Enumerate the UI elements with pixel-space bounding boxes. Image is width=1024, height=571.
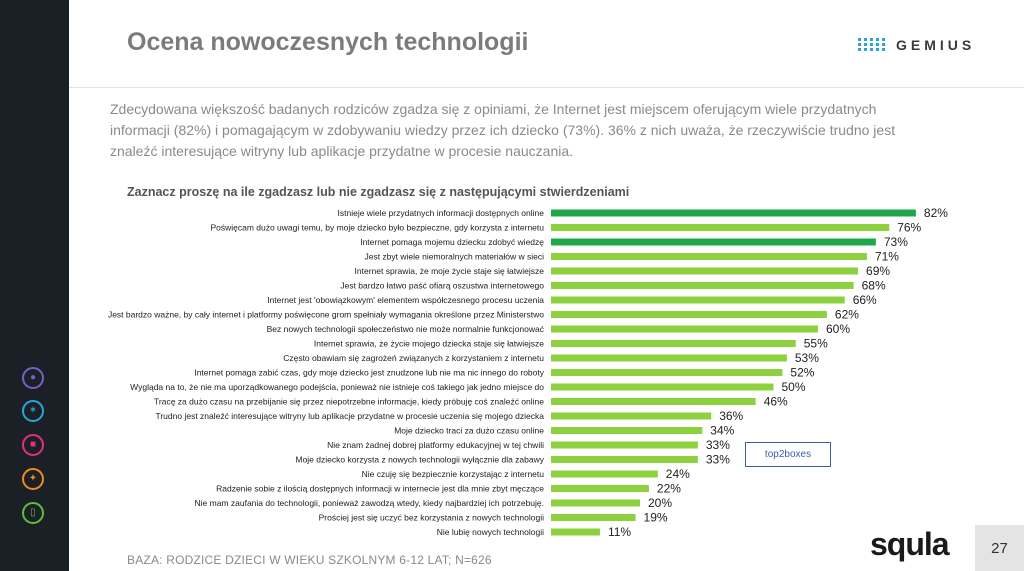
category-label: Nie czuję się bezpiecznie korzystając z … bbox=[362, 469, 545, 479]
value-label: 20% bbox=[648, 496, 672, 510]
wrench-icon[interactable]: ✦ bbox=[22, 468, 44, 490]
value-label: 55% bbox=[804, 337, 828, 351]
category-label: Internet pomaga mojemu dziecku zdobyć wi… bbox=[360, 237, 544, 247]
value-label: 69% bbox=[866, 264, 890, 278]
tablet-icon-glyph: ▯ bbox=[30, 507, 36, 518]
gemius-logo: GEMIUS bbox=[858, 35, 975, 55]
category-label: Jest zbyt wiele niemoralnych materiałów … bbox=[364, 252, 544, 262]
bar bbox=[551, 485, 649, 492]
bar bbox=[551, 311, 827, 318]
category-label: Moje dziecko korzysta z nowych technolog… bbox=[295, 455, 544, 465]
people-icon[interactable]: ● bbox=[22, 367, 44, 389]
category-label: Moje dziecko traci za dużo czasu online bbox=[394, 426, 544, 436]
bar bbox=[551, 369, 783, 376]
category-label: Poświęcam dużo uwagi temu, by moje dziec… bbox=[210, 223, 544, 233]
cart-icon-glyph: ■ bbox=[29, 439, 37, 450]
category-label: Radzenie sobie z ilością dostępnych info… bbox=[216, 484, 544, 494]
bar bbox=[551, 528, 600, 536]
category-label: Internet sprawia, że moje życie staje si… bbox=[355, 266, 545, 276]
value-label: 34% bbox=[710, 424, 734, 438]
category-label: Bez nowych technologii społeczeństwo nie… bbox=[267, 324, 545, 334]
bar bbox=[551, 499, 640, 507]
bar bbox=[551, 398, 756, 405]
value-label: 36% bbox=[719, 409, 743, 423]
category-label: Internet jest 'obowiązkowym' elementem w… bbox=[267, 295, 544, 305]
value-label: 33% bbox=[706, 453, 730, 467]
bar bbox=[551, 383, 774, 391]
bar bbox=[551, 253, 867, 260]
bar-chart: Istnieje wiele przydatnych informacji do… bbox=[108, 206, 948, 539]
header-divider bbox=[69, 87, 1024, 88]
bar bbox=[551, 224, 890, 231]
value-label: 52% bbox=[790, 366, 814, 380]
value-label: 46% bbox=[764, 395, 788, 409]
sidebar: ● ✶ ■ ✦ ▯ bbox=[0, 0, 69, 571]
category-label: Istnieje wiele przydatnych informacji do… bbox=[338, 208, 545, 218]
page-title: Ocena nowoczesnych technologii bbox=[127, 28, 529, 56]
value-label: 22% bbox=[657, 482, 681, 496]
bar bbox=[551, 238, 876, 246]
value-label: 19% bbox=[644, 511, 668, 525]
bar bbox=[551, 514, 636, 521]
value-label: 62% bbox=[835, 308, 859, 322]
page-number-box: 27 bbox=[975, 525, 1024, 571]
bar bbox=[551, 441, 698, 449]
legend-label: top2boxes bbox=[764, 449, 812, 460]
category-label: Tracę za dużo czasu na przebijanie się p… bbox=[154, 397, 544, 407]
value-label: 76% bbox=[897, 221, 921, 235]
value-label: 73% bbox=[884, 235, 908, 249]
legend-box: top2boxes bbox=[745, 442, 831, 467]
gemius-brand-text: GEMIUS bbox=[896, 37, 976, 53]
cart-icon[interactable]: ■ bbox=[22, 434, 44, 456]
value-label: 82% bbox=[924, 206, 948, 220]
bar bbox=[551, 412, 712, 420]
people-icon-glyph: ● bbox=[29, 372, 37, 383]
bar bbox=[551, 470, 658, 478]
bar bbox=[551, 267, 859, 275]
intro-paragraph: Zdecydowana większość badanych rodziców … bbox=[110, 101, 896, 159]
squla-logo: squla bbox=[870, 526, 950, 562]
bar bbox=[551, 340, 796, 347]
category-label: Nie mam zaufania do technologii, poniewa… bbox=[195, 498, 544, 508]
value-label: 53% bbox=[795, 351, 819, 365]
value-label: 60% bbox=[826, 322, 850, 336]
category-label: Internet sprawia, że życie mojego dzieck… bbox=[314, 339, 544, 349]
value-label: 68% bbox=[862, 279, 886, 293]
bar bbox=[551, 456, 698, 463]
category-label: Jest bardzo łatwo paść ofiarą oszustwa i… bbox=[340, 281, 544, 291]
page-number: 27 bbox=[991, 539, 1008, 557]
base-note: BAZA: RODZICE DZIECI W WIEKU SZKOLNYM 6-… bbox=[127, 553, 492, 567]
category-label: Internet pomaga zabić czas, gdy moje dzi… bbox=[194, 368, 544, 378]
category-label: Nie lubię nowych technologii bbox=[437, 527, 544, 537]
category-label: Nie znam żadnej dobrej platformy edukacy… bbox=[327, 440, 544, 450]
bar bbox=[551, 354, 787, 362]
value-label: 11% bbox=[608, 525, 631, 539]
category-label: Często obawiam się zagrożeń związanych z… bbox=[283, 353, 544, 363]
category-label: Trudno jest znaleźć interesujące witryny… bbox=[155, 411, 544, 421]
lightbulb-icon-glyph: ✶ bbox=[28, 405, 38, 416]
category-label: Wygląda na to, że nie ma uporządkowanego… bbox=[130, 382, 544, 392]
value-label: 71% bbox=[875, 250, 899, 264]
bar bbox=[551, 282, 854, 289]
value-label: 33% bbox=[706, 438, 730, 452]
bar bbox=[551, 427, 703, 434]
value-label: 66% bbox=[853, 293, 877, 307]
value-label: 24% bbox=[666, 467, 690, 481]
value-label: 50% bbox=[782, 380, 806, 394]
bar bbox=[551, 296, 845, 304]
bar bbox=[551, 209, 916, 217]
gemius-dots-icon bbox=[858, 38, 885, 51]
bar bbox=[551, 325, 818, 333]
tablet-icon[interactable]: ▯ bbox=[22, 502, 44, 524]
wrench-icon-glyph: ✦ bbox=[28, 473, 38, 484]
category-label: Jest bardzo ważne, by cały internet i pl… bbox=[108, 310, 544, 320]
category-label: Prościej jest się uczyć bez korzystania … bbox=[319, 513, 544, 523]
chart-title: Zaznacz proszę na ile zgadzasz lub nie z… bbox=[127, 185, 630, 199]
lightbulb-icon[interactable]: ✶ bbox=[22, 400, 44, 422]
